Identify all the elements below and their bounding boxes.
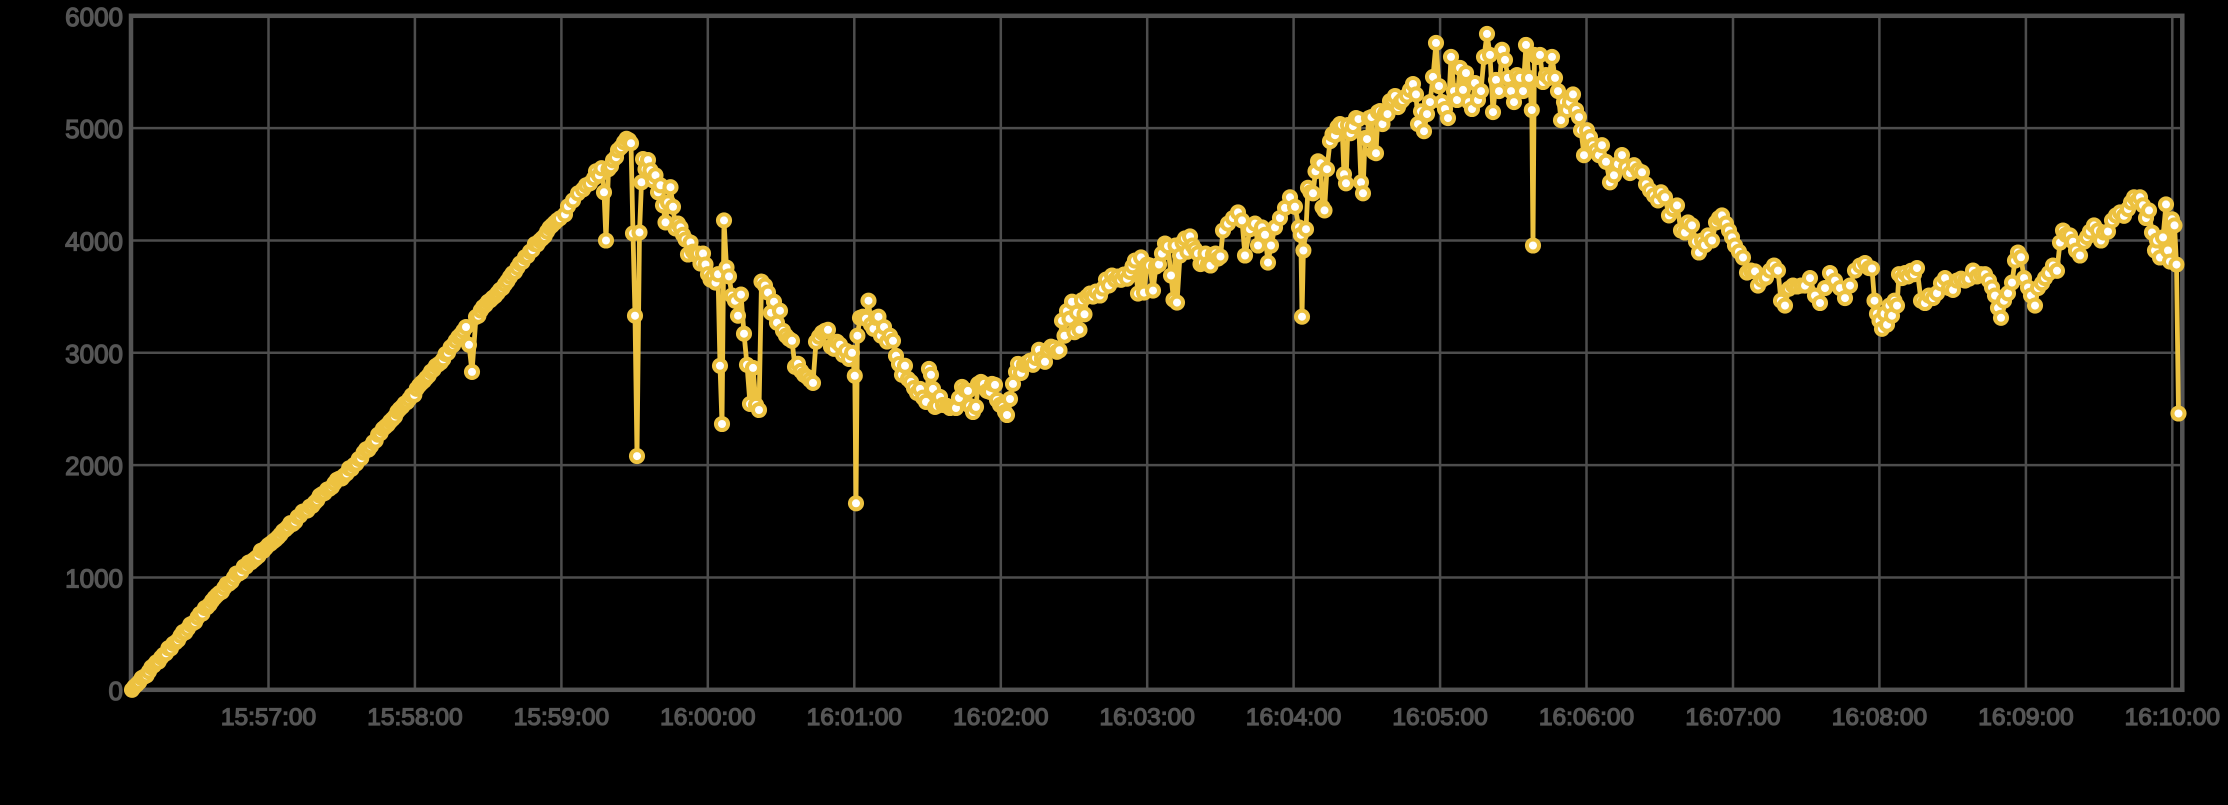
svg-text:16:05:00: 16:05:00 <box>1392 704 1487 731</box>
svg-text:15:57:00: 15:57:00 <box>221 704 316 731</box>
svg-text:1000: 1000 <box>65 564 123 594</box>
svg-text:16:08:00: 16:08:00 <box>1832 704 1927 731</box>
svg-text:0: 0 <box>109 676 123 706</box>
svg-text:16:07:00: 16:07:00 <box>1685 704 1780 731</box>
svg-text:16:02:00: 16:02:00 <box>953 704 1048 731</box>
svg-text:2000: 2000 <box>65 451 123 481</box>
svg-text:16:01:00: 16:01:00 <box>807 704 902 731</box>
svg-text:16:00:00: 16:00:00 <box>660 704 755 731</box>
svg-text:16:09:00: 16:09:00 <box>1978 704 2073 731</box>
svg-text:16:03:00: 16:03:00 <box>1100 704 1195 731</box>
svg-text:3000: 3000 <box>65 339 123 369</box>
svg-text:15:59:00: 15:59:00 <box>514 704 609 731</box>
svg-text:6000: 6000 <box>65 2 123 32</box>
svg-text:4000: 4000 <box>65 227 123 257</box>
svg-text:16:06:00: 16:06:00 <box>1539 704 1634 731</box>
svg-text:16:10:00: 16:10:00 <box>2125 704 2220 731</box>
svg-text:5000: 5000 <box>65 114 123 144</box>
svg-text:16:04:00: 16:04:00 <box>1246 704 1341 731</box>
svg-text:15:58:00: 15:58:00 <box>367 704 462 731</box>
